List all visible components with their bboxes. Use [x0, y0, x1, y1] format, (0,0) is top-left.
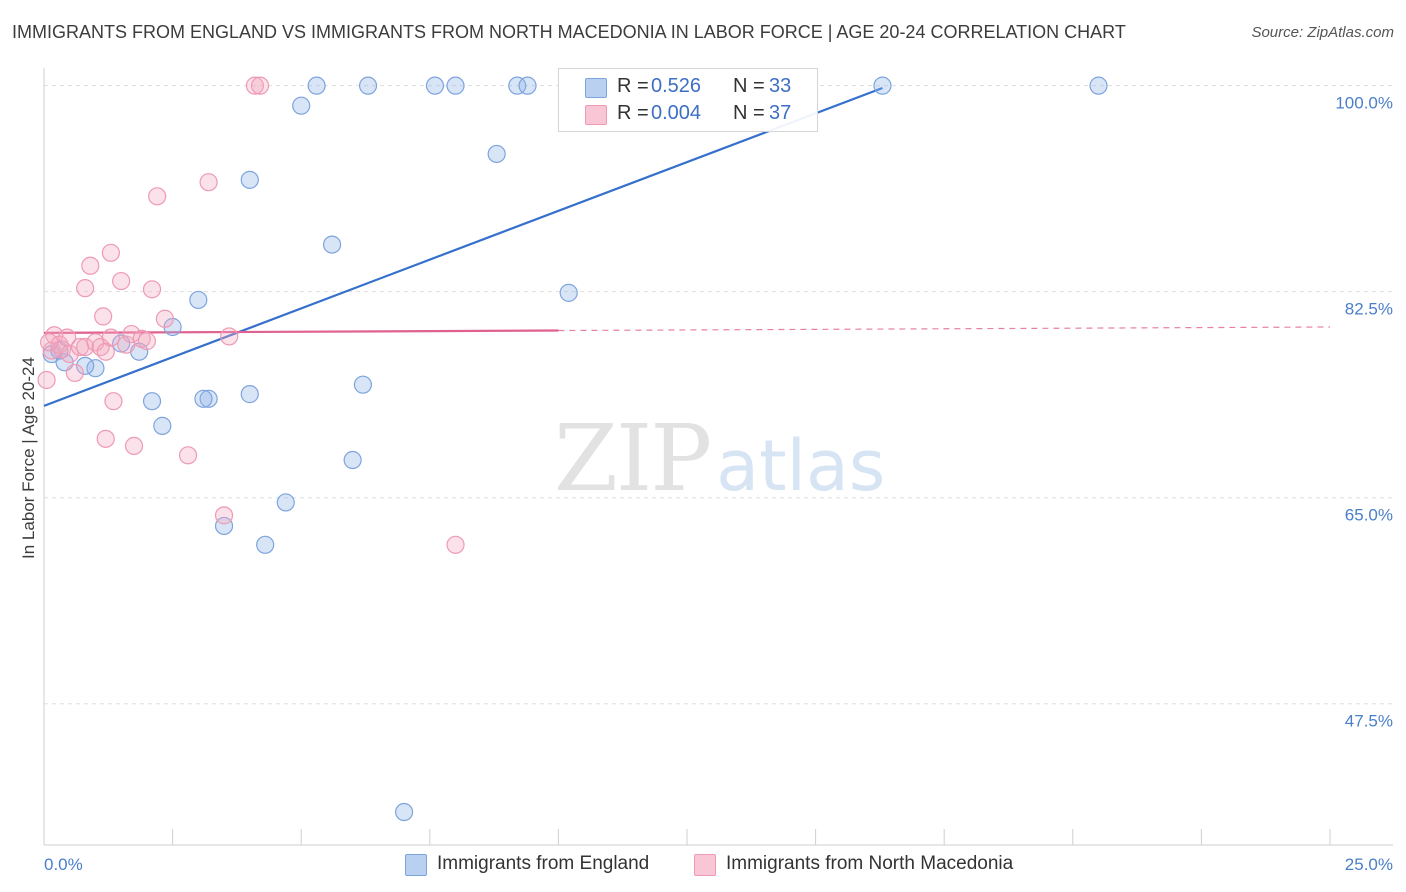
- point-north-macedonia: [245, 76, 265, 95]
- point-england: [276, 493, 295, 512]
- legend-swatch-north-macedonia: [585, 105, 607, 125]
- chart-source: Source: ZipAtlas.com: [1251, 24, 1394, 41]
- point-england: [394, 802, 414, 822]
- point-england: [353, 375, 373, 394]
- legend-r-value: 0.526: [651, 75, 702, 97]
- x-tick-label: 25.0%: [1345, 855, 1393, 874]
- point-england: [1089, 76, 1108, 95]
- point-england: [518, 76, 537, 95]
- series-label-england: Immigrants from England: [437, 853, 650, 874]
- point-north-macedonia: [137, 332, 156, 351]
- y-tick-label: 47.5%: [1345, 712, 1393, 731]
- trend-line-england: [43, 86, 883, 407]
- point-england: [142, 392, 162, 411]
- point-england: [307, 76, 326, 95]
- legend-swatch-england: [585, 78, 607, 98]
- point-layer: [37, 76, 1108, 822]
- axis-layer: [43, 68, 1393, 846]
- point-north-macedonia: [76, 337, 95, 357]
- series-legend: Immigrants from England Immigrants from …: [0, 851, 1406, 879]
- point-england: [292, 96, 311, 115]
- point-north-macedonia: [142, 280, 162, 299]
- point-north-macedonia: [178, 446, 198, 465]
- point-north-macedonia: [124, 436, 144, 456]
- watermark: ZIPatlas: [554, 405, 885, 512]
- legend-r-label: R =: [617, 102, 649, 124]
- series-swatch-england: [405, 854, 427, 876]
- point-england: [214, 516, 234, 536]
- point-england: [425, 76, 445, 95]
- point-north-macedonia: [155, 309, 174, 328]
- chart-title: IMMIGRANTS FROM ENGLAND VS IMMIGRANTS FR…: [12, 22, 1126, 42]
- point-north-macedonia: [96, 429, 115, 448]
- point-north-macedonia: [76, 279, 95, 298]
- legend-n-label: N =: [733, 75, 765, 97]
- point-north-macedonia: [199, 173, 218, 192]
- correlation-legend: R = 0.526 N = 33 R = 0.004 N = 37: [558, 68, 818, 132]
- point-england: [873, 76, 892, 95]
- y-tick-label: 65.0%: [1345, 506, 1393, 525]
- watermark-atlas: atlas: [716, 425, 886, 507]
- point-north-macedonia: [37, 370, 56, 390]
- point-england: [189, 290, 208, 310]
- point-england: [76, 356, 95, 375]
- point-england: [559, 283, 578, 302]
- legend-r-value: 0.004: [651, 102, 702, 124]
- legend-row-north-macedonia: R = 0.004 N = 37: [559, 101, 817, 127]
- point-england: [153, 416, 172, 435]
- point-england: [322, 235, 342, 254]
- trend-line-north-macedonia: [43, 329, 559, 334]
- point-england: [487, 144, 506, 164]
- point-north-macedonia: [148, 187, 167, 206]
- legend-n-value: 37: [769, 102, 792, 124]
- point-england: [446, 76, 465, 95]
- y-tick-label: 100.0%: [1335, 94, 1393, 113]
- y-axis-title: In Labor Force | Age 20-24: [19, 357, 38, 559]
- point-england: [508, 76, 527, 95]
- trend-line-north-macedonia-extension: [558, 326, 1331, 332]
- point-north-macedonia: [101, 243, 120, 262]
- point-north-macedonia: [250, 76, 270, 95]
- point-north-macedonia: [122, 324, 141, 344]
- point-england: [240, 385, 259, 404]
- point-north-macedonia: [40, 333, 59, 352]
- legend-row-england: R = 0.526 N = 33: [559, 74, 817, 100]
- watermark-zip: ZIP: [554, 405, 712, 512]
- series-label-north-macedonia: Immigrants from North Macedonia: [726, 853, 1014, 874]
- point-north-macedonia: [65, 363, 84, 383]
- point-north-macedonia: [101, 328, 120, 347]
- point-north-macedonia: [214, 506, 234, 525]
- x-tick-label: 0.0%: [44, 855, 83, 874]
- y-tick-label: 82.5%: [1345, 300, 1393, 319]
- point-england: [256, 535, 275, 554]
- point-north-macedonia: [104, 392, 123, 411]
- point-north-macedonia: [112, 271, 131, 291]
- point-north-macedonia: [94, 307, 113, 326]
- point-north-macedonia: [96, 342, 115, 361]
- point-north-macedonia: [220, 327, 239, 346]
- point-england: [240, 170, 259, 189]
- point-north-macedonia: [60, 344, 79, 364]
- point-england: [358, 76, 378, 95]
- legend-r-label: R =: [617, 75, 649, 97]
- trend-layer: [43, 86, 1331, 407]
- point-england: [194, 389, 213, 408]
- series-swatch-north-macedonia: [694, 854, 716, 876]
- point-england: [343, 450, 362, 470]
- legend-n-label: N =: [733, 102, 765, 124]
- legend-n-value: 33: [769, 75, 792, 97]
- label-layer: 47.5% 65.0% 82.5% 100.0% 0.0% 25.0% In Labor F…: [19, 94, 1393, 874]
- point-north-macedonia: [446, 535, 465, 554]
- point-north-macedonia: [81, 256, 100, 275]
- point-england: [199, 389, 218, 408]
